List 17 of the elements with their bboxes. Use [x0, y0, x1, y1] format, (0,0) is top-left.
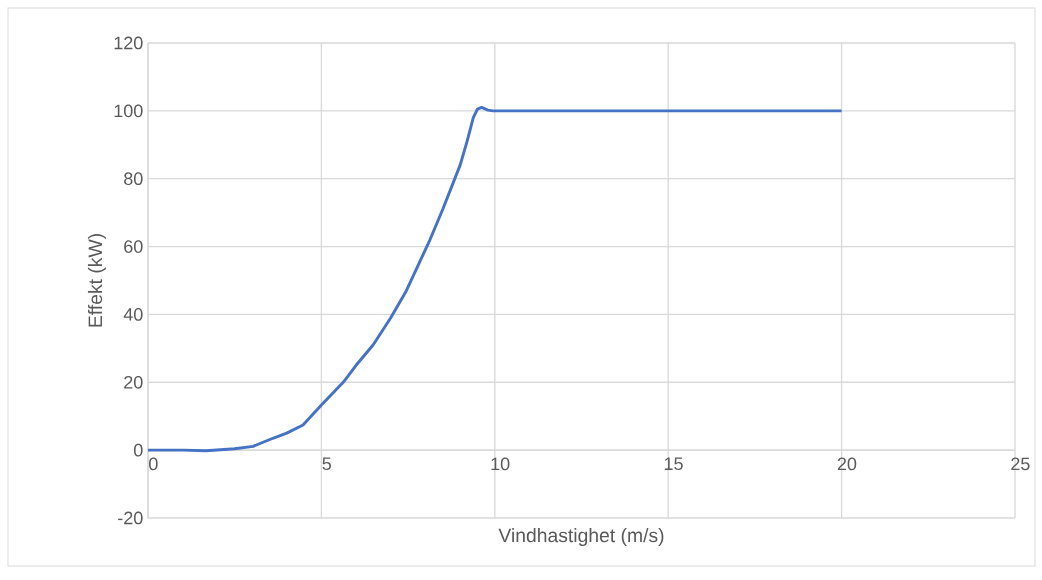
- y-tick-label: 80: [124, 172, 143, 186]
- x-tick-label: 25: [1011, 457, 1030, 471]
- y-tick-label: 120: [114, 36, 143, 50]
- x-tick-label: 5: [322, 457, 331, 471]
- y-tick-label: 40: [123, 308, 143, 321]
- x-tick-label: 15: [664, 457, 683, 471]
- y-tick-label: -20: [118, 511, 143, 525]
- line-series: [146, 105, 844, 453]
- y-tick-label: 20: [124, 375, 143, 389]
- x-tick-label: 20: [837, 457, 857, 471]
- y-tick-label: 100: [114, 104, 143, 118]
- y-tick-label: 60: [124, 240, 143, 253]
- x-tick-label: 10: [491, 457, 510, 471]
- x-tick-label: 0: [149, 457, 158, 471]
- x-axis-title: Vindhastighet (m/s): [498, 528, 664, 547]
- y-axis-title: Effekt (kW): [87, 234, 106, 327]
- y-tick-label: 0: [134, 443, 143, 457]
